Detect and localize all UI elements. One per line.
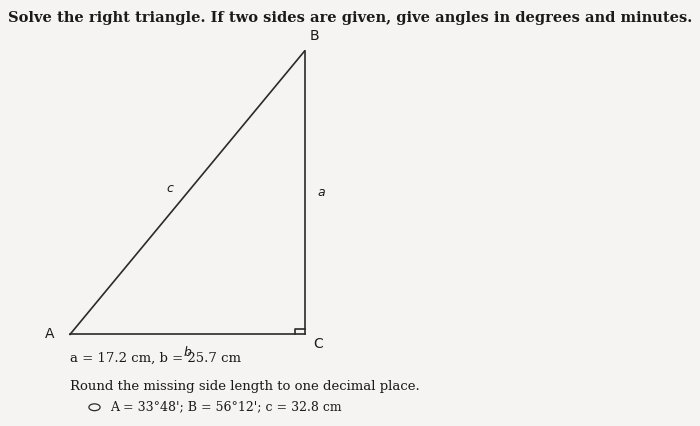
Text: c: c xyxy=(167,182,173,195)
Text: C: C xyxy=(313,337,323,351)
Text: A: A xyxy=(45,328,55,341)
Text: B: B xyxy=(310,29,320,43)
Text: a = 17.2 cm, b = 25.7 cm: a = 17.2 cm, b = 25.7 cm xyxy=(70,351,241,365)
Text: Round the missing side length to one decimal place.: Round the missing side length to one dec… xyxy=(70,380,420,394)
Text: a: a xyxy=(317,186,325,199)
Text: b: b xyxy=(183,346,191,360)
Text: A = 33°48'; B = 56°12'; c = 32.8 cm: A = 33°48'; B = 56°12'; c = 32.8 cm xyxy=(110,401,342,414)
Text: Solve the right triangle. If two sides are given, give angles in degrees and min: Solve the right triangle. If two sides a… xyxy=(8,11,692,25)
